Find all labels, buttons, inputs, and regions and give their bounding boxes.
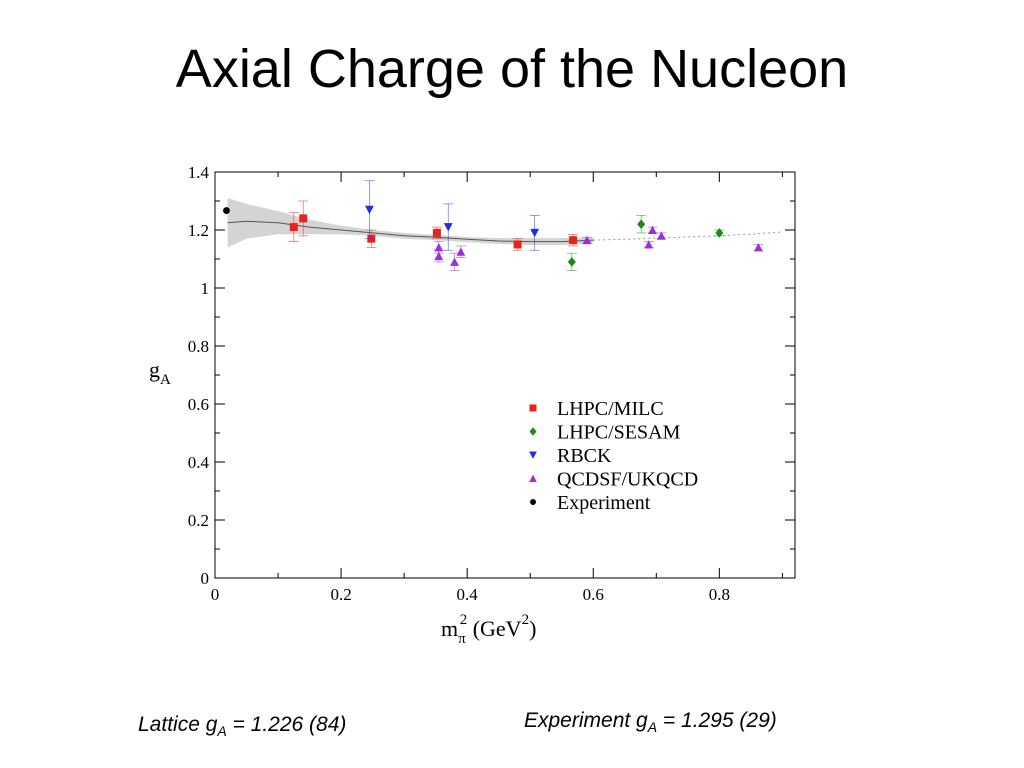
x-axis-label-symbol: m	[441, 616, 458, 641]
y-tick-label: 0	[201, 569, 210, 588]
point-qcdsf-ukqcd	[456, 247, 466, 256]
y-tick-label: 0.8	[188, 337, 209, 356]
point-rbck	[530, 228, 540, 238]
y-tick-label: 0.4	[188, 453, 210, 472]
legend-label-lhpc-milc: LHPC/MILC	[557, 398, 664, 420]
lattice-caption-value: = 1.226 (84)	[226, 713, 347, 736]
y-tick-label: 0.2	[188, 511, 209, 530]
y-axis-label: gA	[149, 357, 171, 388]
page-title: Axial Charge of the Nucleon	[175, 39, 849, 99]
y-tick-label: 1	[201, 279, 210, 298]
point-qcdsf-ukqcd	[644, 240, 654, 249]
point-lhpc-sesam	[567, 257, 576, 267]
point-qcdsf-ukqcd	[754, 243, 763, 252]
x-axis-label-units: (GeV	[467, 616, 521, 641]
y-axis-label-sub: A	[160, 372, 171, 388]
point-lhpc-sesam	[715, 228, 724, 238]
point-lhpc-milc	[513, 240, 522, 249]
legend-label-experiment: Experiment	[557, 492, 651, 514]
point-rbck	[365, 205, 374, 215]
x-tick-label: 0	[211, 585, 220, 604]
legend-marker-qcdsf-ukqcd	[529, 474, 537, 482]
y-tick-label: 1.2	[188, 221, 209, 240]
plot-area: 0 0.2 0.4 0.6 0.8 0 0.2 0.4 0.6 0.8 1 1.2 1.4 LHPC/MI…	[149, 163, 796, 647]
point-lhpc-milc	[289, 223, 298, 232]
x-tick-label: 0.6	[583, 585, 604, 604]
point-qcdsf-ukqcd	[450, 257, 459, 266]
x-axis-label-units-close: )	[529, 616, 536, 641]
point-lhpc-milc	[299, 214, 308, 223]
experiment-caption-sub: A	[647, 719, 658, 736]
y-axis-label-symbol: g	[149, 357, 160, 382]
point-qcdsf-ukqcd	[648, 225, 657, 234]
legend-marker-rbck	[529, 451, 537, 459]
legend-marker-lhpc-milc	[529, 404, 537, 412]
x-axis-label: mπ 2 (GeV2)	[441, 612, 536, 647]
y-tick-label: 1.4	[188, 163, 210, 182]
point-qcdsf-ukqcd	[582, 235, 592, 245]
experiment-caption-value: = 1.295 (29)	[657, 709, 777, 732]
point-lhpc-milc	[569, 236, 578, 245]
lattice-caption-prefix: Lattice g	[138, 713, 218, 736]
point-qcdsf-ukqcd	[434, 243, 444, 252]
point-lhpc-milc	[432, 228, 441, 237]
x-tick-label: 0.8	[709, 585, 730, 604]
legend-marker-lhpc-sesam	[529, 427, 537, 436]
y-tick-label: 0.6	[188, 395, 209, 414]
point-rbck	[443, 223, 453, 232]
legend-label-qcdsf-ukqcd: QCDSF/UKQCD	[557, 469, 698, 491]
fit-error-band	[227, 198, 594, 248]
x-axis-label-sub: π	[458, 631, 466, 647]
x-tick-label: 0.4	[457, 585, 479, 604]
x-tick-label: 0.2	[330, 585, 351, 604]
lattice-caption-sub: A	[217, 723, 227, 740]
experiment-caption: Experiment gA = 1.295 (29)	[524, 709, 777, 735]
legend-marker-experiment	[530, 499, 536, 505]
fit-extrapolation	[593, 231, 783, 241]
point-qcdsf-ukqcd	[434, 251, 444, 261]
legend-label-rbck: RBCK	[557, 445, 612, 467]
point-experiment	[223, 207, 230, 214]
experiment-caption-prefix: Experiment g	[524, 709, 648, 732]
lattice-caption: Lattice gA = 1.226 (84)	[138, 713, 346, 739]
point-qcdsf-ukqcd	[656, 231, 666, 240]
fit-curve	[227, 220, 594, 243]
legend-label-lhpc-sesam: LHPC/SESAM	[557, 422, 681, 444]
point-lhpc-sesam	[637, 219, 646, 229]
x-axis-label-units-sup: 2	[522, 612, 530, 628]
x-axis-label-sup: 2	[460, 612, 468, 628]
